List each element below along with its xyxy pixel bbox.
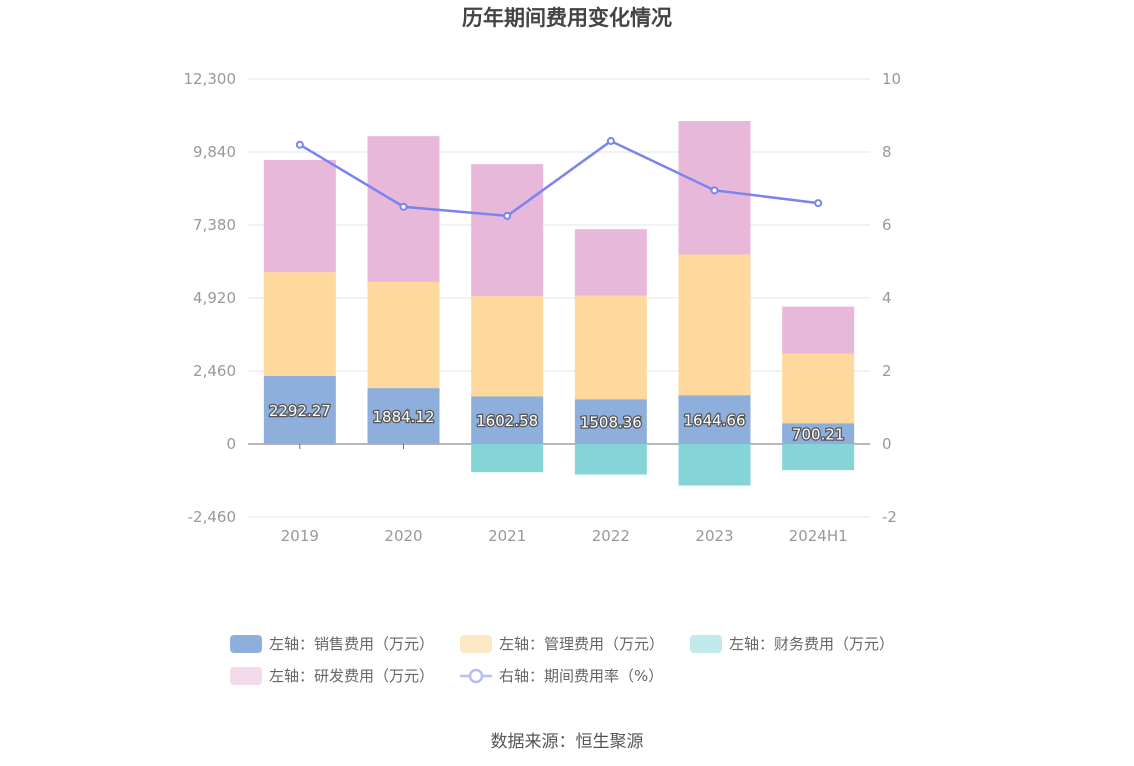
bar-rnd-2019[interactable] bbox=[263, 159, 336, 273]
legend-item[interactable]: 左轴：管理费用（万元） bbox=[460, 635, 664, 653]
left-axis-tick-label: 2,460 bbox=[193, 362, 236, 380]
bar-finance-2021[interactable] bbox=[471, 444, 544, 473]
legend-swatch bbox=[690, 635, 722, 653]
x-axis-tick-label: 2020 bbox=[384, 527, 422, 545]
legend-swatch bbox=[230, 635, 262, 653]
bar-sales-2019[interactable] bbox=[263, 375, 336, 444]
bar-admin-2023[interactable] bbox=[678, 254, 751, 396]
left-axis-tick-label: 12,300 bbox=[184, 70, 237, 88]
sales-value-label: 2292.27 bbox=[269, 402, 331, 420]
rate-point-2022[interactable] bbox=[606, 137, 615, 146]
bar-sales-2023[interactable] bbox=[678, 395, 751, 444]
sales-value-label: 1508.36 bbox=[580, 414, 642, 432]
legend: 左轴：销售费用（万元） 左轴：管理费用（万元） 左轴：财务费用（万元） 左轴：研发费用… bbox=[230, 635, 894, 685]
sales-value-label: 1884.12 bbox=[372, 408, 434, 426]
bars bbox=[263, 120, 855, 486]
bar-rnd-2022[interactable] bbox=[574, 229, 647, 296]
x-axis-tick-label: 2019 bbox=[281, 527, 319, 545]
x-axis-tick-label: 2024H1 bbox=[789, 527, 848, 545]
right-axis-tick-label: -2 bbox=[882, 508, 897, 526]
bar-admin-2019[interactable] bbox=[263, 272, 336, 376]
legend-label: 左轴：管理费用（万元） bbox=[499, 635, 664, 653]
bar-sales-2020[interactable] bbox=[367, 388, 440, 444]
bar-rnd-2021[interactable] bbox=[471, 164, 544, 297]
legend-label: 左轴：财务费用（万元） bbox=[729, 635, 894, 653]
right-axis-tick-label: 4 bbox=[882, 289, 892, 307]
bar-sales-2021[interactable] bbox=[471, 396, 544, 444]
legend-swatch bbox=[460, 635, 492, 653]
bar-admin-2020[interactable] bbox=[367, 281, 440, 389]
x-axis-tick-label: 2023 bbox=[695, 527, 733, 545]
rate-point-2024H1[interactable] bbox=[814, 199, 823, 208]
rate-line bbox=[295, 137, 823, 220]
bar-rnd-2024H1[interactable] bbox=[782, 306, 855, 354]
left-axis-tick-label: 9,840 bbox=[193, 143, 236, 161]
axes: 12,300 10 9,840 8 7,380 6 4,920 4 2,460 2 0 0 -2,460… bbox=[184, 70, 902, 545]
sales-value-label: 700.21 bbox=[792, 426, 845, 444]
legend-marker bbox=[468, 668, 484, 684]
rate-point-2019[interactable] bbox=[295, 140, 304, 149]
left-axis-tick-label: 0 bbox=[226, 435, 236, 453]
bar-finance-2024H1[interactable] bbox=[782, 444, 855, 471]
right-axis-tick-label: 2 bbox=[882, 362, 892, 380]
left-axis-tick-label: 7,380 bbox=[193, 216, 236, 234]
legend-item[interactable]: 左轴：财务费用（万元） bbox=[690, 635, 894, 653]
x-axis-tick-label: 2022 bbox=[592, 527, 630, 545]
bar-admin-2022[interactable] bbox=[574, 295, 647, 400]
right-axis-tick-label: 0 bbox=[882, 435, 892, 453]
sales-value-label: 1602.58 bbox=[476, 412, 538, 430]
bar-admin-2024H1[interactable] bbox=[782, 353, 855, 424]
left-axis-tick-label: 4,920 bbox=[193, 289, 236, 307]
right-axis-tick-label: 10 bbox=[882, 70, 901, 88]
rate-point-2020[interactable] bbox=[399, 202, 408, 211]
bar-admin-2021[interactable] bbox=[471, 296, 544, 397]
legend-label: 右轴：期间费用率（%） bbox=[499, 667, 663, 685]
rate-line-path bbox=[299, 139, 819, 218]
bar-sales-2024H1[interactable] bbox=[782, 423, 855, 444]
legend-item[interactable]: 左轴：销售费用（万元） bbox=[230, 635, 434, 653]
bar-finance-2023[interactable] bbox=[678, 444, 751, 486]
chart-title: 历年期间费用变化情况 bbox=[462, 6, 672, 30]
grid bbox=[248, 78, 870, 518]
left-axis-tick-label: -2,460 bbox=[188, 508, 236, 526]
bar-labels: 2292.27 1884.12 1602.58 1508.36 1644.66 700.2… bbox=[268, 401, 846, 445]
legend-label: 左轴：研发费用（万元） bbox=[269, 667, 434, 685]
legend-swatch bbox=[230, 667, 262, 685]
sales-value-label: 1644.66 bbox=[683, 412, 745, 430]
legend-label: 左轴：销售费用（万元） bbox=[269, 635, 434, 653]
x-axis-tick-label: 2021 bbox=[488, 527, 526, 545]
right-axis-tick-label: 8 bbox=[882, 143, 892, 161]
bar-finance-2022[interactable] bbox=[574, 444, 647, 475]
right-axis-tick-label: 6 bbox=[882, 216, 892, 234]
legend-item[interactable]: 左轴：研发费用（万元） bbox=[230, 667, 434, 685]
rate-point-2021[interactable] bbox=[503, 211, 512, 220]
legend-item[interactable]: 右轴：期间费用率（%） bbox=[460, 667, 663, 685]
source-note: 数据来源：恒生聚源 bbox=[491, 732, 644, 752]
rate-point-2023[interactable] bbox=[710, 186, 719, 195]
bar-sales-2022[interactable] bbox=[574, 399, 647, 444]
